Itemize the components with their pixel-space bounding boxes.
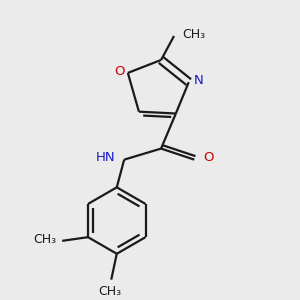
Text: HN: HN: [95, 151, 115, 164]
Text: O: O: [203, 151, 214, 164]
Text: CH₃: CH₃: [34, 232, 57, 245]
Text: N: N: [194, 74, 204, 87]
Text: O: O: [115, 64, 125, 78]
Text: CH₃: CH₃: [182, 28, 205, 41]
Text: CH₃: CH₃: [98, 285, 121, 298]
